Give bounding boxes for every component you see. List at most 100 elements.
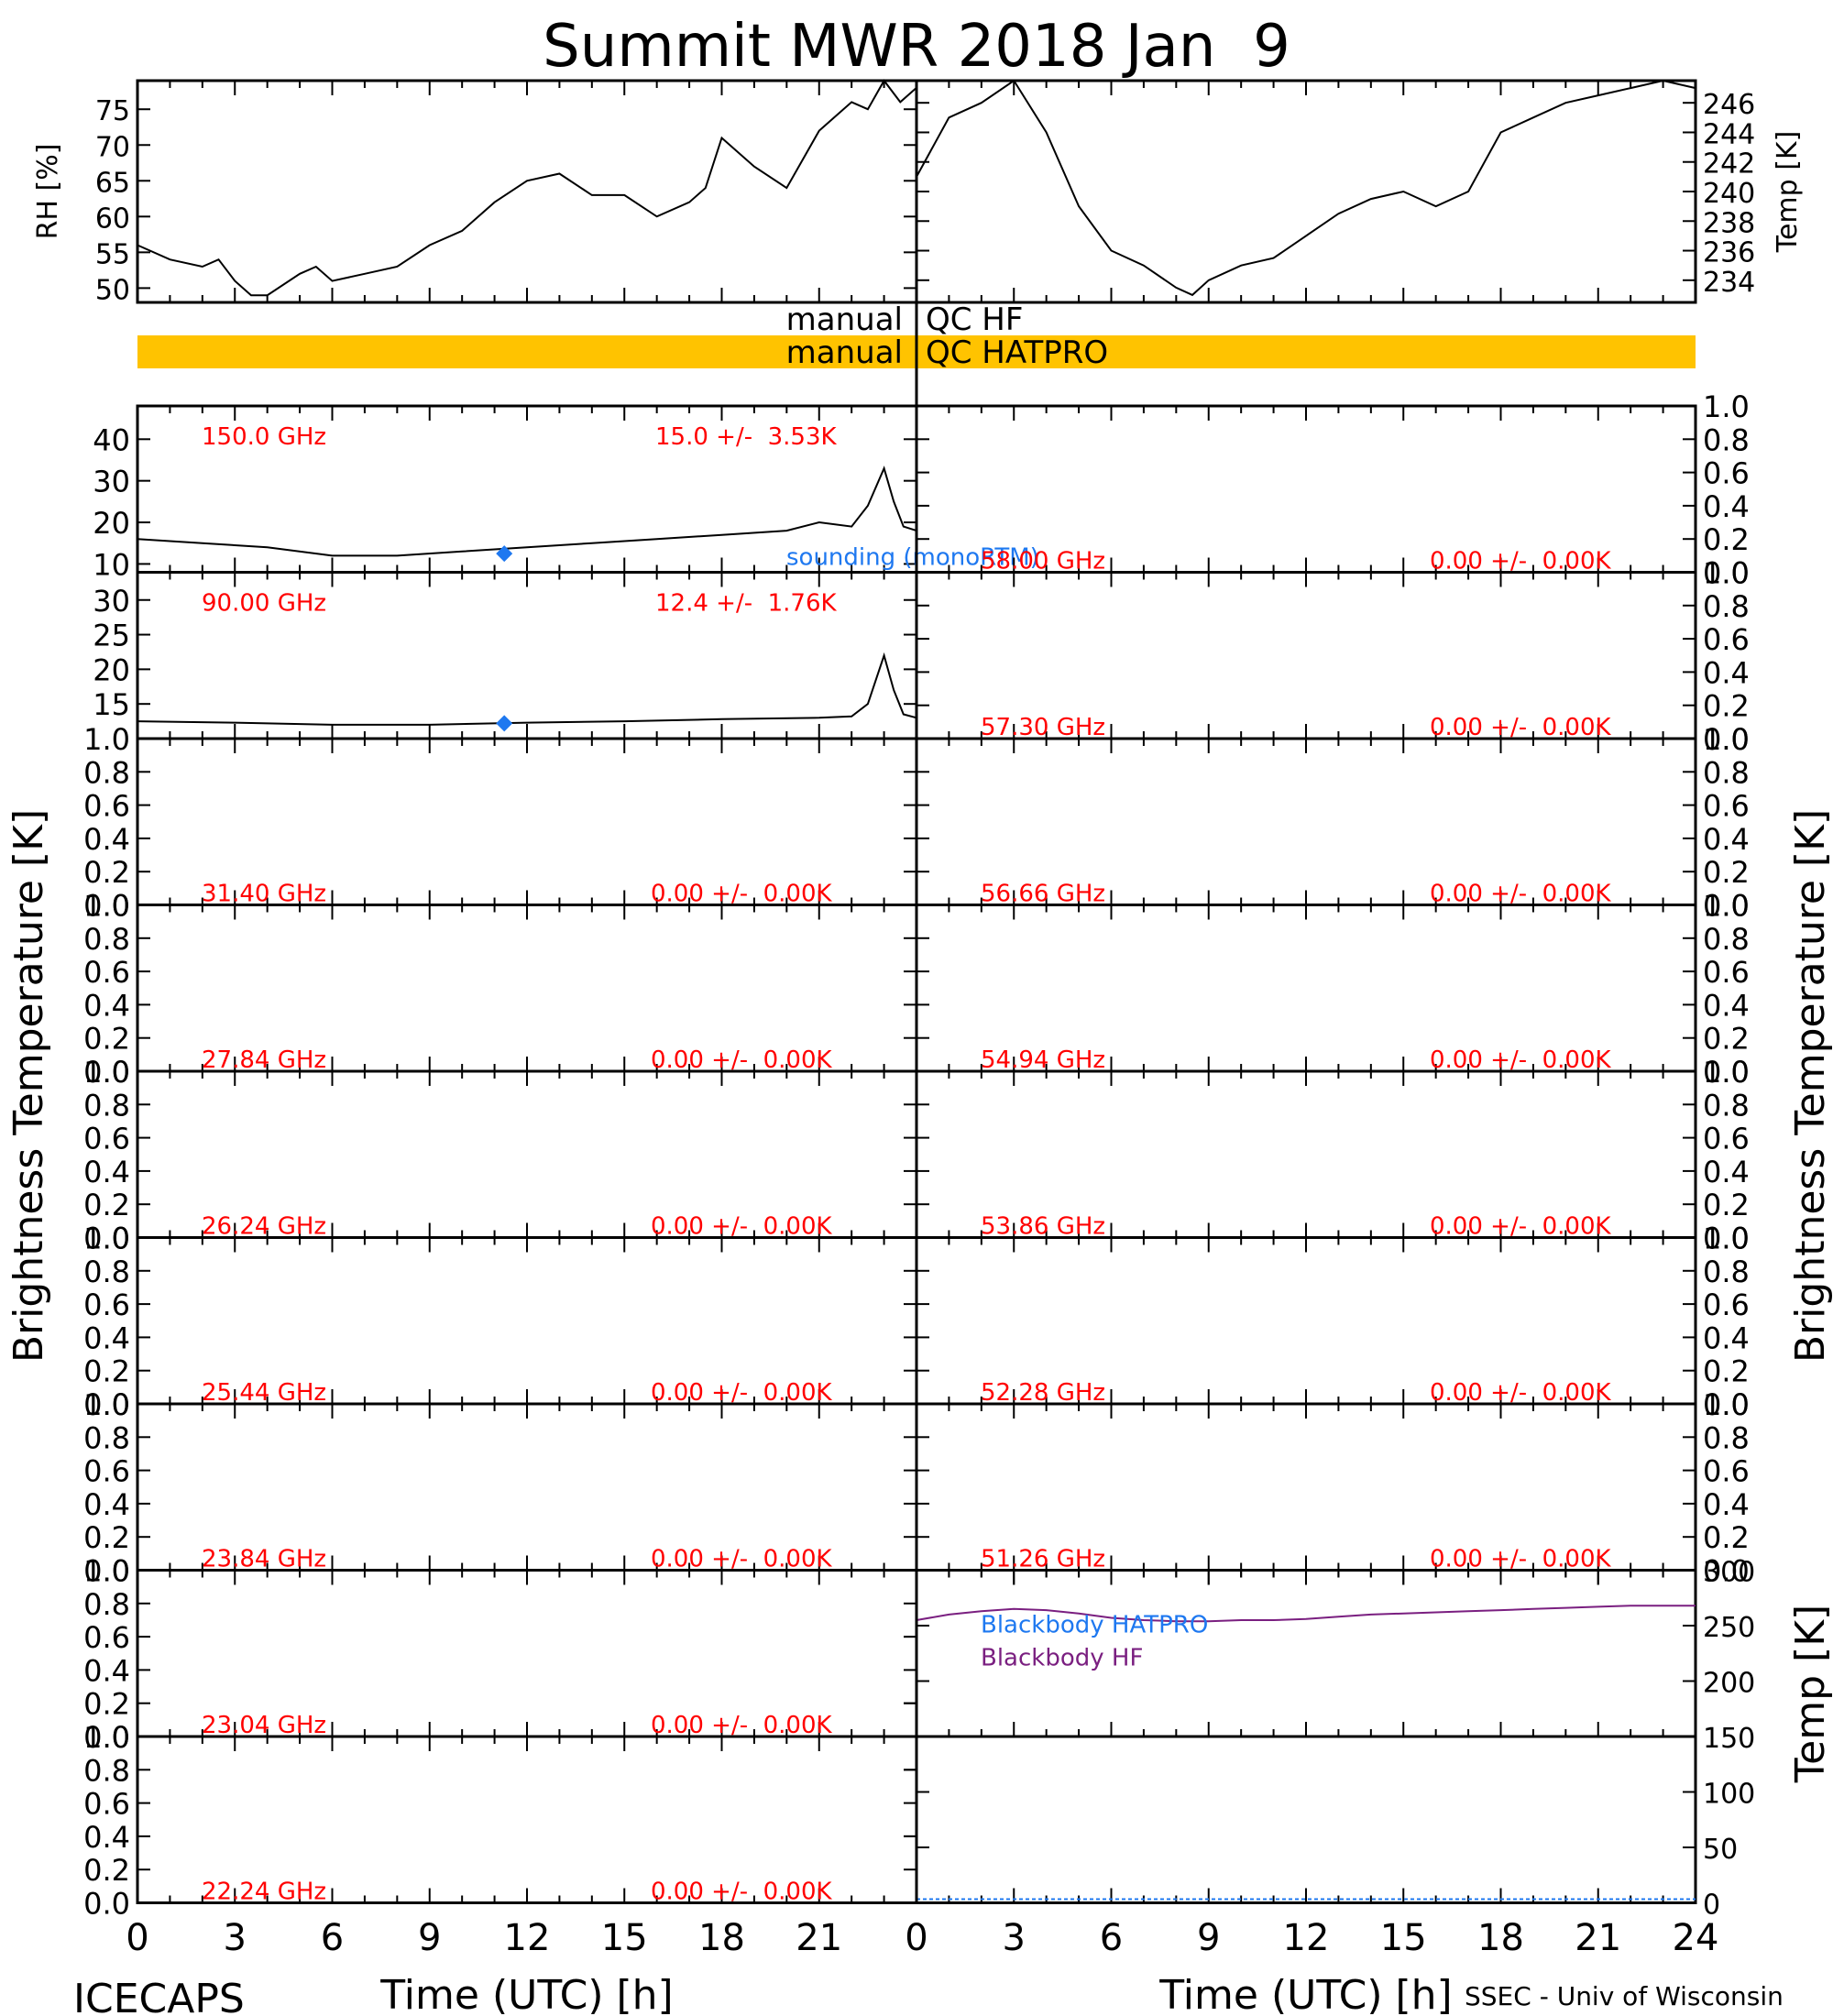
panel-right-0-ytick-label: 0.8 <box>1703 422 1750 457</box>
temp-ytick-label: 234 <box>1703 267 1755 299</box>
stat-label: 0.00 +/- 0.00K <box>651 1379 833 1407</box>
left-xtick-label: 3 <box>224 1917 247 1959</box>
left-xtick-label: 12 <box>504 1917 551 1959</box>
freq-label: 58.00 GHz <box>981 548 1105 575</box>
freq-label: 150.0 GHz <box>202 423 326 451</box>
left-xtick-label: 0 <box>126 1917 148 1959</box>
right-xtick-label: 12 <box>1283 1917 1330 1959</box>
sounding-marker <box>496 545 513 563</box>
panel-left-3-ytick-label: 0.8 <box>83 922 130 957</box>
blackbody-ytick-label: 150 <box>1703 1723 1755 1755</box>
panel-right-5-ytick-label: 0.0 <box>1703 1387 1750 1422</box>
panel-right-1-ytick-label: 0.6 <box>1703 622 1750 657</box>
panel-right-0-ytick-label: 0.2 <box>1703 522 1750 557</box>
freq-label: 23.04 GHz <box>202 1712 326 1739</box>
panel-left-5-ytick-label: 0.4 <box>83 1320 130 1355</box>
freq-label: 52.28 GHz <box>981 1379 1105 1407</box>
left-xtick-label: 21 <box>796 1917 842 1959</box>
panel-right-4-ytick-label: 0.4 <box>1703 1155 1750 1189</box>
panel-right-4-ytick-label: 0.6 <box>1703 1122 1750 1156</box>
blackbody-ytick-label: 50 <box>1703 1834 1738 1866</box>
stat-label: 0.00 +/- 0.00K <box>1430 1046 1612 1074</box>
qc-hf-label-left: manual <box>786 301 903 338</box>
temp-axis-label: Temp [K] <box>1772 131 1804 254</box>
panel-left-6-ytick-label: 0.4 <box>83 1487 130 1522</box>
left-xtick-label: 15 <box>601 1917 648 1959</box>
panel-left-2-ytick-label: 0.4 <box>83 822 130 857</box>
stat-label: 0.00 +/- 0.00K <box>651 881 833 908</box>
right-xtick-label: 18 <box>1477 1917 1524 1959</box>
stat-label: 0.00 +/- 0.00K <box>1430 1379 1612 1407</box>
blackbody-axis-label: Temp [K] <box>1787 1605 1833 1783</box>
panel-right-5-ytick-label: 1.0 <box>1703 1222 1750 1256</box>
panel-left-2-ytick-label: 0.8 <box>83 755 130 790</box>
sounding-marker <box>496 715 513 732</box>
blackbody-ytick-label: 0 <box>1703 1890 1720 1922</box>
freq-label: 27.84 GHz <box>202 1046 326 1074</box>
stat-label: 0.00 +/- 0.00K <box>1430 1546 1612 1573</box>
panel-left-2-ytick-label: 1.0 <box>83 722 130 757</box>
temp-series-line <box>916 79 1696 297</box>
panel-left-0-ytick-label: 30 <box>93 465 130 499</box>
panel-left-3-ytick-label: 0.0 <box>83 1055 130 1090</box>
panel-right-3-ytick-label: 1.0 <box>1703 889 1750 924</box>
qc-hatpro-label-right: QC HATPRO <box>926 334 1108 371</box>
freq-label: 23.84 GHz <box>202 1546 326 1573</box>
panel-right-0-ytick-label: 0.6 <box>1703 456 1750 491</box>
panel-left-3-ytick-label: 0.2 <box>83 1022 130 1057</box>
panel-right-1-ytick-label: 1.0 <box>1703 556 1750 591</box>
right-xtick-label: 21 <box>1575 1917 1621 1959</box>
panel-right-0-ytick-label: 0.0 <box>1703 556 1750 591</box>
panel-left-4-ytick-label: 0.4 <box>83 1155 130 1189</box>
panel-right-2-ytick-label: 0.2 <box>1703 855 1750 890</box>
blackbody-ytick-label: 100 <box>1703 1779 1755 1811</box>
temp-ytick-label: 236 <box>1703 237 1755 269</box>
panel-left-5-ytick-label: 0.0 <box>83 1387 130 1422</box>
panel-left-3-ytick-label: 0.6 <box>83 955 130 990</box>
panel-right-5-ytick-label: 0.4 <box>1703 1320 1750 1355</box>
panel-left-5-ytick-label: 0.8 <box>83 1255 130 1289</box>
blackbody-ytick-label: 200 <box>1703 1668 1755 1700</box>
rh-ytick-label: 75 <box>95 95 130 127</box>
panel-left-8-ytick-label: 1.0 <box>83 1720 130 1755</box>
blackbody-ytick-label: 250 <box>1703 1612 1755 1644</box>
right-xtick-label: 0 <box>905 1917 927 1959</box>
freq-label: 54.94 GHz <box>981 1046 1105 1074</box>
panel-right-3-ytick-label: 0.0 <box>1703 1055 1750 1090</box>
stat-label: 0.00 +/- 0.00K <box>1430 548 1612 575</box>
right-xtick-label: 6 <box>1100 1917 1123 1959</box>
temp-ytick-label: 242 <box>1703 148 1755 181</box>
panel-left-4-ytick-label: 0.2 <box>83 1188 130 1222</box>
freq-label: 53.86 GHz <box>981 1213 1105 1241</box>
panel-left-6-ytick-label: 0.0 <box>83 1554 130 1589</box>
freq-label: 31.40 GHz <box>202 881 326 908</box>
left-xtick-label: 6 <box>321 1917 344 1959</box>
panel-left-7-ytick-label: 0.8 <box>83 1587 130 1622</box>
panel-left-8-ytick-label: 0.6 <box>83 1787 130 1822</box>
panel-right-1-ytick-label: 0.2 <box>1703 689 1750 724</box>
panel-right-3-ytick-label: 0.8 <box>1703 922 1750 957</box>
panel-right-2-ytick-label: 0.4 <box>1703 822 1750 857</box>
qc-hatpro-label-left: manual <box>786 334 903 371</box>
right-bt-axis-label: Brightness Temperature [K] <box>1787 809 1833 1363</box>
panel-left-6-ytick-label: 0.8 <box>83 1420 130 1455</box>
panel-right-2-ytick-label: 1.0 <box>1703 722 1750 757</box>
panel-left-4-ytick-label: 0.0 <box>83 1222 130 1256</box>
panel-left-4-ytick-label: 0.6 <box>83 1122 130 1156</box>
stat-label: 0.00 +/- 0.00K <box>1430 714 1612 741</box>
right-xtick-label: 24 <box>1673 1917 1719 1959</box>
panel-left-3-ytick-label: 1.0 <box>83 889 130 924</box>
panel-left-8-ytick-label: 0.4 <box>83 1820 130 1855</box>
panel-left-7-ytick-label: 0.6 <box>83 1620 130 1655</box>
rh-ytick-label: 55 <box>95 238 130 270</box>
left-bt-axis-label: Brightness Temperature [K] <box>5 809 52 1363</box>
stat-label: 12.4 +/- 1.76K <box>655 590 838 618</box>
sounding-label: sounding (monoRTM) <box>786 544 1039 572</box>
panel-right-5-ytick-label: 0.2 <box>1703 1354 1750 1389</box>
panel-left-1-ytick-label: 20 <box>93 652 130 687</box>
rh-ytick-label: 50 <box>95 274 130 306</box>
rh-series-line <box>137 79 917 297</box>
footer-right-label: SSEC - Univ of Wisconsin <box>1465 1981 1784 2011</box>
panel-left-8-ytick-label: 0.8 <box>83 1753 130 1788</box>
